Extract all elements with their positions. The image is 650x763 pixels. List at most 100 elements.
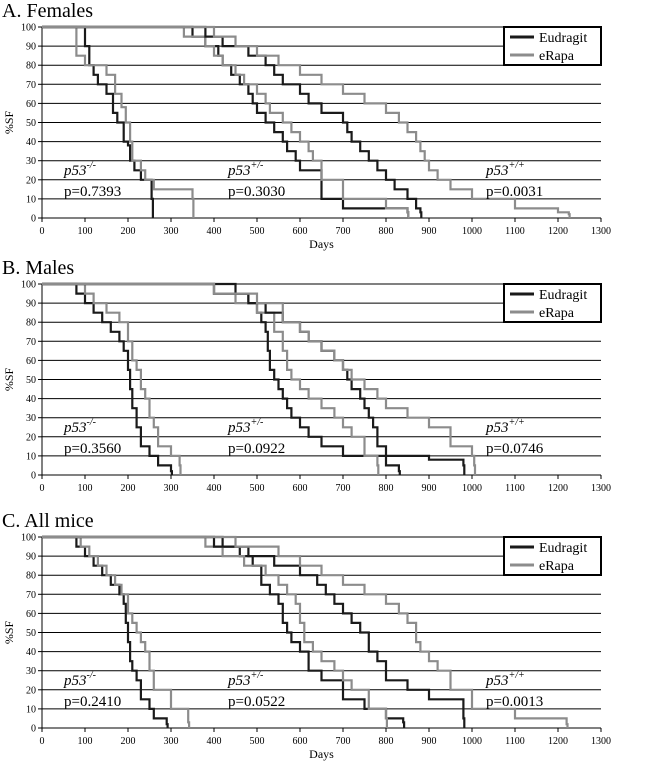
x-tick-label: 1200: [548, 226, 568, 237]
x-tick-label: 0: [40, 483, 45, 494]
x-tick-label: 200: [121, 483, 136, 494]
x-tick-label: 300: [164, 226, 179, 237]
annotation-superscript: +/+: [509, 160, 525, 171]
x-tick-label: 1100: [505, 226, 525, 237]
annotation-superscript: -/-: [87, 160, 96, 171]
x-tick-label: 800: [379, 483, 394, 494]
x-tick-label: 600: [293, 736, 308, 747]
y-tick-label: 50: [26, 118, 36, 129]
x-tick-label: 100: [78, 226, 93, 237]
x-tick-label: 1300: [591, 736, 611, 747]
y-tick-label: 60: [26, 99, 36, 110]
x-tick-label: 400: [207, 736, 222, 747]
legend-box: [503, 283, 602, 323]
y-tick-label: 80: [26, 571, 36, 582]
x-tick-label: 600: [293, 483, 308, 494]
x-tick-label: 1000: [462, 736, 482, 747]
x-tick-label: 500: [250, 483, 265, 494]
annotation-pvalue: p=0.0746: [486, 441, 544, 457]
x-tick-label: 500: [250, 226, 265, 237]
annotation-genotype: p53+/+: [485, 670, 525, 689]
y-tick-label: 0: [31, 724, 36, 735]
y-tick-label: 90: [26, 552, 36, 563]
survival-curve-eudragit-p53: [42, 282, 173, 475]
annotation-superscript: +/+: [509, 670, 525, 681]
x-tick-label: 1200: [548, 736, 568, 747]
y-axis-label: %SF: [2, 368, 16, 392]
annotation-genotype: p53+/-: [227, 417, 263, 436]
x-tick-label: 1300: [591, 226, 611, 237]
annotation-pvalue: p=0.0013: [486, 694, 543, 710]
y-tick-label: 70: [26, 590, 36, 601]
y-tick-label: 100: [21, 533, 36, 544]
legend-box: [503, 26, 602, 66]
annotation-genotype: p53-/-: [63, 670, 96, 689]
x-tick-label: 1100: [505, 483, 525, 494]
x-tick-label: 200: [121, 736, 136, 747]
y-tick-label: 20: [26, 685, 36, 696]
chart-panel-males: B. Males 0 10 20 30 40 50 60 70 80 90 100 0 100 200 30…: [0, 257, 650, 507]
legend-box: [503, 536, 602, 576]
x-axis-label: Days: [309, 237, 334, 251]
survival-curve-erapa-p53: [42, 25, 571, 218]
legend-label: eRapa: [539, 49, 575, 64]
y-tick-label: 20: [26, 175, 36, 186]
legend-label: Eudragit: [539, 288, 587, 303]
x-tick-label: 800: [379, 226, 394, 237]
y-tick-label: 10: [26, 704, 36, 715]
x-tick-label: 700: [336, 483, 351, 494]
annotation-superscript: +/-: [251, 670, 264, 681]
y-tick-label: 40: [26, 394, 36, 405]
survival-curve-erapa-p53: [42, 535, 388, 728]
x-tick-label: 1000: [462, 483, 482, 494]
x-tick-label: 1000: [462, 226, 482, 237]
y-tick-label: 100: [21, 23, 36, 34]
survival-curve-eudragit-p53: [42, 282, 466, 475]
survival-curve-eudragit-p53: [42, 25, 154, 218]
x-tick-label: 0: [40, 736, 45, 747]
x-tick-label: 400: [207, 226, 222, 237]
x-tick-label: 400: [207, 483, 222, 494]
x-axis-label: Days: [309, 747, 334, 761]
annotation-superscript: +/-: [251, 160, 264, 171]
annotation-genotype: p53+/-: [227, 670, 263, 689]
x-tick-label: 0: [40, 226, 45, 237]
x-tick-label: 1200: [548, 483, 568, 494]
annotation-genotype: p53-/-: [63, 417, 96, 436]
x-tick-label: 100: [78, 736, 93, 747]
chart-title: B. Males: [2, 257, 75, 279]
x-tick-label: 700: [336, 226, 351, 237]
y-tick-label: 90: [26, 299, 36, 310]
y-tick-label: 30: [26, 413, 36, 424]
legend-label: eRapa: [539, 559, 575, 574]
chart-title: A. Females: [2, 0, 94, 22]
x-tick-label: 900: [422, 226, 437, 237]
annotation-genotype: p53-/-: [63, 160, 96, 179]
y-tick-label: 80: [26, 318, 36, 329]
y-tick-label: 90: [26, 42, 36, 53]
chart-panel-females: A. Females 0 10 20 30 40 50 60 70 80 90 100 0 100 200…: [0, 0, 650, 252]
legend: Eudragit eRapa: [503, 536, 602, 576]
chart-panel-all-mice: C. All mice 0 10 20 30 40 50 60 70 80 90 100 0 100 20…: [0, 510, 650, 762]
legend-label: eRapa: [539, 306, 575, 321]
x-tick-label: 900: [422, 483, 437, 494]
y-tick-label: 80: [26, 61, 36, 72]
legend-label: Eudragit: [539, 31, 587, 46]
annotation-genotype: p53+/+: [485, 417, 525, 436]
y-tick-label: 40: [26, 137, 36, 148]
annotation-genotype: p53+/+: [485, 160, 525, 179]
y-tick-label: 60: [26, 609, 36, 620]
x-tick-label: 1300: [591, 483, 611, 494]
chart-title: C. All mice: [2, 510, 94, 532]
x-tick-label: 700: [336, 736, 351, 747]
y-tick-label: 100: [21, 280, 36, 291]
annotation-superscript: -/-: [87, 417, 96, 428]
y-tick-label: 70: [26, 337, 36, 348]
annotation-genotype: p53+/-: [227, 160, 263, 179]
survival-curve-eudragit-p53: [42, 25, 423, 218]
legend: Eudragit eRapa: [503, 26, 602, 66]
x-tick-label: 800: [379, 736, 394, 747]
y-tick-label: 10: [26, 194, 36, 205]
